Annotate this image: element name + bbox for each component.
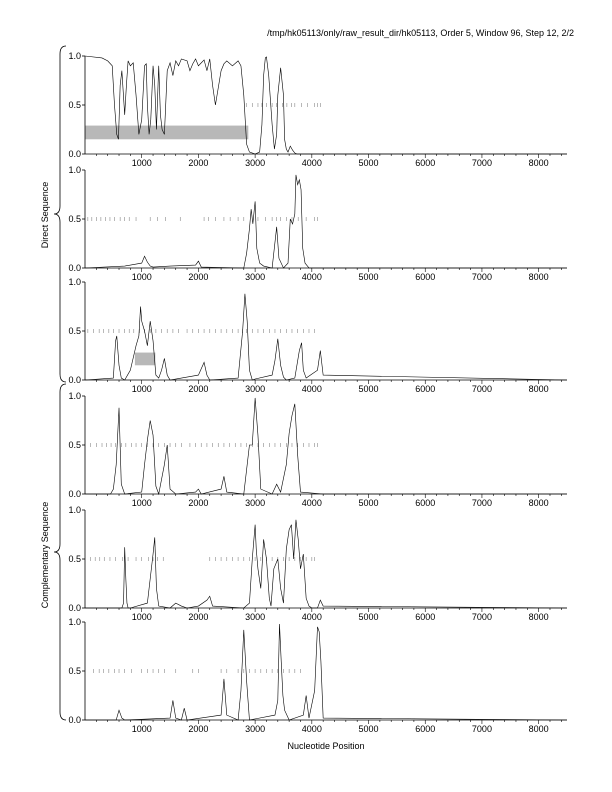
y-tick-label: 0.0 xyxy=(68,263,81,273)
y-tick-label: 0.5 xyxy=(68,100,81,110)
x-tick-label: 6000 xyxy=(415,612,435,622)
complementary-group-brace xyxy=(53,383,67,721)
y-tick-label: 0.5 xyxy=(68,326,81,336)
x-tick-label: 2000 xyxy=(188,158,208,168)
series-line xyxy=(84,293,568,381)
x-tick-label: 4000 xyxy=(302,612,322,622)
y-tick-label: 1.0 xyxy=(68,51,81,61)
x-tick-label: 3000 xyxy=(245,724,265,734)
x-tick-label: 3000 xyxy=(245,612,265,622)
x-tick-label: 1000 xyxy=(132,272,152,282)
y-tick-label: 0.5 xyxy=(68,554,81,564)
x-tick-label: 6000 xyxy=(415,724,435,734)
x-tick-label: 7000 xyxy=(472,724,492,734)
x-tick-label: 7000 xyxy=(472,612,492,622)
series-line xyxy=(85,623,568,721)
x-tick-label: 7000 xyxy=(472,158,492,168)
x-tick-label: 5000 xyxy=(359,612,379,622)
x-tick-label: 2000 xyxy=(188,724,208,734)
x-tick-label: 1000 xyxy=(132,384,152,394)
x-tick-label: 4000 xyxy=(302,384,322,394)
x-tick-label: 2000 xyxy=(188,498,208,508)
x-tick-label: 1000 xyxy=(132,724,152,734)
x-tick-label: 7000 xyxy=(472,272,492,282)
y-tick-label: 0.5 xyxy=(68,440,81,450)
y-tick-label: 0.0 xyxy=(68,149,81,159)
frame-panel-2: 0.0 0.5 1.0 1000 2000 3000 4000 5000 6000 7000 800… xyxy=(68,165,567,282)
y-tick-label: 1.0 xyxy=(68,277,81,287)
x-tick-label: 3000 xyxy=(245,498,265,508)
x-tick-label: 5000 xyxy=(359,158,379,168)
complementary-group-label: Complementary Sequence xyxy=(40,502,50,609)
x-tick-label: 6000 xyxy=(415,158,435,168)
x-tick-label: 6000 xyxy=(415,384,435,394)
frame-panel-3: 0.0 0.5 1.0 1000 2000 3000 4000 5000 6000 7000 800… xyxy=(68,277,568,394)
x-tick-label: 6000 xyxy=(415,498,435,508)
x-tick-label: 2000 xyxy=(188,272,208,282)
x-tick-label: 5000 xyxy=(359,498,379,508)
x-tick-label: 8000 xyxy=(529,384,549,394)
frame-panel-6: 0.0 0.5 1.0 1000 2000 3000 4000 5000 6000 7000 800… xyxy=(68,617,568,734)
y-tick-label: 0.0 xyxy=(68,375,81,385)
direct-group-label: Direct Sequence xyxy=(40,182,50,249)
highlight-region xyxy=(134,352,156,366)
y-tick-label: 0.0 xyxy=(68,715,81,725)
panels: 0.0 0.5 1.0 1000 2000 3000 4000 5000 6000 7000 800… xyxy=(68,51,568,734)
direct-group-brace xyxy=(53,45,67,383)
y-tick-label: 0.0 xyxy=(68,489,81,499)
x-tick-label: 7000 xyxy=(472,498,492,508)
x-tick-label: 8000 xyxy=(529,612,549,622)
x-tick-label: 5000 xyxy=(359,272,379,282)
x-tick-label: 1000 xyxy=(132,158,152,168)
x-tick-label: 2000 xyxy=(188,384,208,394)
series-line xyxy=(85,519,568,609)
file-path-header: /tmp/hk05113/only/raw_result_dir/hk05113… xyxy=(267,28,574,38)
frame-panel-1: 0.0 0.5 1.0 1000 2000 3000 4000 5000 6000 7000 800… xyxy=(68,51,567,168)
highlight-region xyxy=(85,125,249,140)
x-tick-label: 7000 xyxy=(472,384,492,394)
frame-panel-5: 0.0 0.5 1.0 1000 2000 3000 4000 5000 6000 7000 800… xyxy=(68,505,568,622)
x-tick-label: 5000 xyxy=(359,384,379,394)
y-tick-label: 0.0 xyxy=(68,603,81,613)
x-tick-label: 2000 xyxy=(188,612,208,622)
series-line xyxy=(84,174,567,269)
y-tick-label: 0.5 xyxy=(68,666,81,676)
x-tick-label: 1000 xyxy=(132,498,152,508)
frame-panel-4: 0.0 0.5 1.0 1000 2000 3000 4000 5000 6000 7000 800… xyxy=(68,391,567,508)
x-tick-label: 6000 xyxy=(415,272,435,282)
x-tick-label: 4000 xyxy=(302,158,322,168)
y-tick-label: 0.5 xyxy=(68,214,81,224)
y-tick-label: 1.0 xyxy=(68,391,81,401)
x-tick-label: 8000 xyxy=(529,158,549,168)
x-tick-label: 4000 xyxy=(302,272,322,282)
y-tick-label: 1.0 xyxy=(68,165,81,175)
x-tick-label: 1000 xyxy=(132,612,152,622)
y-tick-label: 1.0 xyxy=(68,505,81,515)
y-tick-label: 1.0 xyxy=(68,617,81,627)
x-tick-label: 3000 xyxy=(245,384,265,394)
x-axis-title: Nucleotide Position xyxy=(287,741,364,751)
x-tick-label: 8000 xyxy=(529,272,549,282)
x-tick-label: 5000 xyxy=(359,724,379,734)
x-tick-label: 4000 xyxy=(302,724,322,734)
x-tick-label: 8000 xyxy=(529,498,549,508)
x-tick-label: 8000 xyxy=(529,724,549,734)
x-tick-label: 3000 xyxy=(245,272,265,282)
series-line xyxy=(84,55,567,155)
x-tick-label: 3000 xyxy=(245,158,265,168)
series-line xyxy=(85,397,567,496)
x-tick-label: 4000 xyxy=(302,498,322,508)
